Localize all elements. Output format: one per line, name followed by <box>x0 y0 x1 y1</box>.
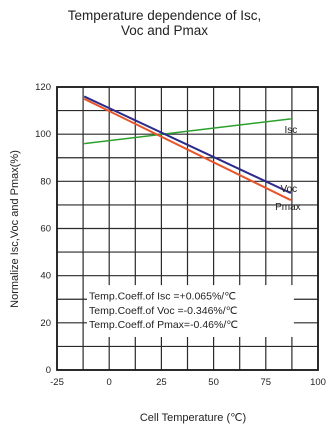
annotation-text: Temp.Coeff.of Isc =+0.065%/℃ <box>89 291 236 303</box>
x-tick-label: 0 <box>107 377 112 388</box>
x-tick-label: 50 <box>208 377 219 388</box>
chart-title: Temperature dependence of Isc, Voc and P… <box>0 8 329 38</box>
series-layer <box>83 95 292 202</box>
plot-frame <box>56 86 319 371</box>
label-layer: -25 0 25 50 75 100020406080100120IscVocPmaxTe… <box>35 82 326 388</box>
chart-title-line-2: Voc and Pmax <box>120 23 209 38</box>
y-tick-label: 120 <box>35 82 51 93</box>
series-line-voc <box>83 95 292 195</box>
x-tick-label: 25 <box>156 377 167 388</box>
series-line-isc <box>84 118 291 145</box>
series-line-pmax <box>83 97 292 202</box>
x-tick-label: 100 <box>310 377 326 388</box>
annotation-box <box>87 285 294 337</box>
annotation-box-layer <box>87 285 294 337</box>
series-label-isc: Isc <box>284 125 297 136</box>
annotation-text: Temp.Coeff.of Voc =-0.346%/℃ <box>89 305 238 317</box>
y-tick-label: 60 <box>40 224 51 235</box>
chart-title-line-1: Temperature dependence of Isc, <box>67 8 262 23</box>
series-label-pmax: Pmax <box>275 202 301 213</box>
x-tick-label: 75 <box>261 377 272 388</box>
series-label-voc: Voc <box>281 184 298 195</box>
x-axis-label: Cell Temperature (℃) <box>140 412 246 424</box>
y-tick-label: 40 <box>40 271 51 282</box>
y-tick-label: 80 <box>40 176 51 187</box>
x-tick-label: -25 <box>50 377 64 388</box>
annotation-text: Temp.Coeff.of Pmax=-0.46%/℃ <box>89 319 238 331</box>
y-axis-label: Normalize Isc,Voc and Pmax(%) <box>9 150 21 308</box>
y-tick-label: 100 <box>35 129 51 140</box>
y-tick-label: 0 <box>46 365 51 376</box>
y-tick-label: 20 <box>40 318 51 329</box>
